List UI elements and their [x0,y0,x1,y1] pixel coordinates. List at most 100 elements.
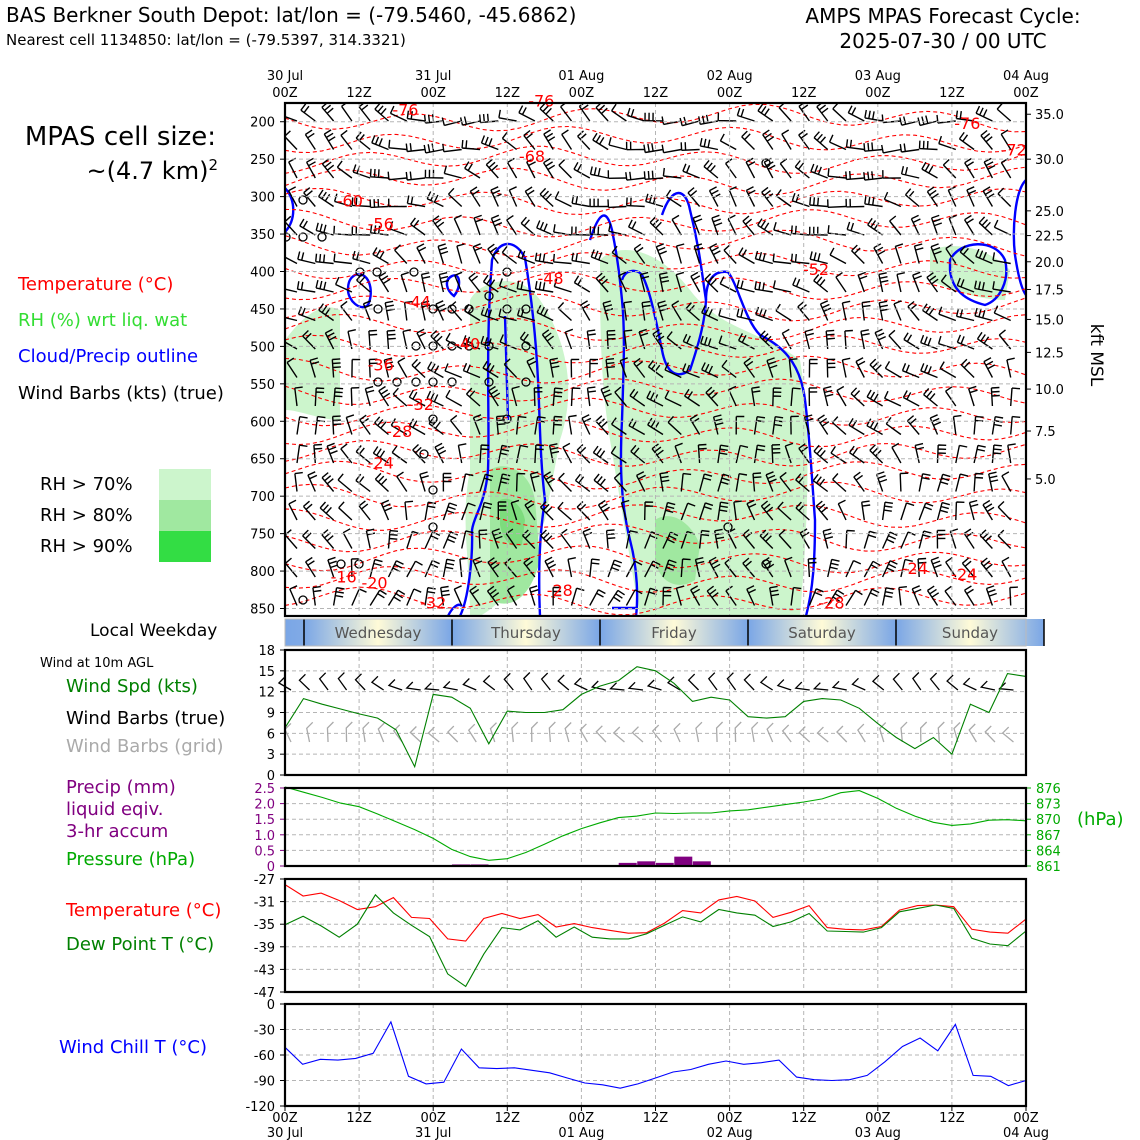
bottom-date-label: 02 Aug [707,1126,753,1140]
wind-barb [332,415,342,435]
wind-barb [829,247,847,265]
wind-barb [365,528,376,549]
station-title: BAS Berkner South Depot: lat/lon = (-79.… [6,3,577,27]
legend-rh70: RH > 70% [40,474,133,495]
wind-barb [387,529,399,549]
cloud-outline-5 [503,315,510,421]
wind-barb [827,168,847,179]
wind-barb [437,243,449,264]
wind-barb [351,588,367,606]
wind-barb [487,243,500,264]
wind-barb [1000,157,1012,179]
panel-tick-label: 15 [258,665,275,680]
wind-barb [389,221,408,236]
wind-barb [778,103,792,122]
wind-barb [403,300,413,321]
wind-barb [356,273,371,293]
wind-barb [918,140,938,151]
wind-barb [808,588,824,606]
wind-barb [659,471,670,492]
wind-barb [822,385,834,407]
wind-barb [482,360,499,379]
wind-barb [772,416,784,435]
wind-barb [997,187,1012,207]
wind-barb [769,585,780,606]
wind-barb [874,328,886,350]
wind-barb [592,445,609,464]
wind-barb [333,253,352,265]
panel-tick-label: 0 [267,769,275,784]
wind-barb [552,586,562,606]
wind-barb [564,328,574,350]
true-wind-barb [646,679,662,691]
wind-spd-label: Wind Spd (kts) [66,676,198,697]
wind-barb [351,226,371,236]
true-wind-barb [482,674,496,691]
wind-barb [608,137,627,151]
cell-size-label: MPAS cell size: [24,122,216,152]
isotherm-label: -32 [420,594,446,613]
grid-wind-barb [734,721,742,743]
wind-barb [400,271,410,293]
weekday-cell [452,619,600,646]
wind-barb [772,387,782,407]
wind-speed-line [284,666,1027,769]
cell-size-text: ~(4.7 km) [86,157,209,185]
wind-barb [735,473,748,492]
wind-barb [912,271,922,293]
wind-barb [936,473,951,492]
panel-tick-label: 0.5 [254,844,275,859]
weekday-label: Local Weekday [90,621,218,641]
grid-wind-barb [836,725,848,743]
wind-barb [1006,357,1015,378]
wind-barb [397,357,408,378]
wind-barb [620,499,630,521]
wind-barb [881,587,895,606]
true-wind-barb [776,679,792,691]
wind-barb [762,129,775,150]
calm-circle [373,377,383,387]
wind-barb [692,214,703,236]
wind-barb [736,279,755,293]
wind-barb [997,529,1012,549]
legend-rh90: RH > 90% [40,536,133,557]
wind-barb [456,243,465,264]
true-wind-barb [979,680,996,691]
wind-barb [501,245,518,265]
wind-barb [1001,556,1012,578]
wind-barb [845,589,863,606]
wind-barb [738,247,755,265]
wind-barb [861,500,871,521]
wind-barb [315,279,334,293]
wind-barb [607,170,627,179]
wind-barb [486,585,500,606]
wind-barb [775,303,792,322]
wind-barb [795,473,810,493]
wind-barb [453,585,463,606]
wind-barb [813,444,829,464]
wind-barb [945,557,957,578]
wind-barb [662,531,679,549]
wind-barb [938,135,957,151]
cell-size-value: ~(4.7 km)2 [87,156,218,185]
wind-barb [423,143,444,154]
wind-barb [453,214,463,236]
wind-barb [405,143,426,153]
wind-barb [717,501,729,521]
wind-barb [510,499,520,521]
wind-barb [387,589,406,606]
wind-barb [321,472,335,492]
cloud-outline-3 [445,274,461,298]
wind-barb [441,117,462,127]
isotherm-label: -32 [408,395,434,414]
wind-barb [666,331,682,350]
weekday-name: Friday [651,624,697,642]
wind-barb [952,414,962,435]
wind-barb [340,443,353,464]
wind-barb [708,556,721,578]
top-hour-label: 12Z [643,86,669,101]
wind-barb [911,585,922,606]
wind-barb [305,157,316,179]
wind-barb [682,363,700,379]
